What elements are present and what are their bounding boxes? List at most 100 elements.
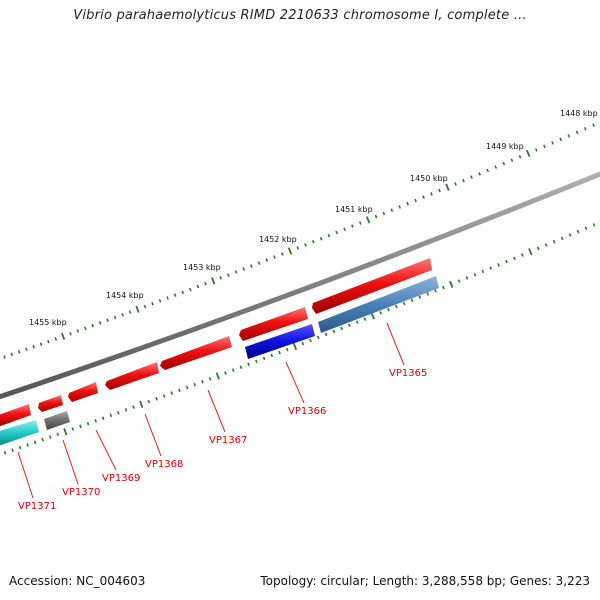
topology-summary: Topology: circular; Length: 3,288,558 bp… xyxy=(260,574,590,588)
ruler-tick xyxy=(255,359,258,364)
ruler-tick xyxy=(379,311,382,315)
gene-vp1370-forward[interactable] xyxy=(38,395,63,412)
ruler-tick xyxy=(178,388,181,393)
gene-vp1365-reverse[interactable] xyxy=(318,276,439,333)
ruler-tick xyxy=(56,432,60,437)
ruler-tick xyxy=(309,338,312,343)
ruler-tick xyxy=(449,280,454,288)
gene-vp1371-reverse[interactable] xyxy=(0,420,39,446)
ruler-tick xyxy=(521,253,524,257)
gene-vp1367-forward[interactable] xyxy=(160,336,232,370)
gene-vp1368-forward[interactable] xyxy=(105,362,159,390)
gene-vp1366-reverse[interactable] xyxy=(245,324,315,359)
leader-line xyxy=(386,322,405,366)
gene-label-leaders xyxy=(17,322,405,499)
ruler-tick-label: 1448 kbp xyxy=(560,109,598,118)
ruler-tick xyxy=(162,394,166,398)
ruler-tick xyxy=(54,337,58,341)
ruler-tick xyxy=(208,377,212,381)
ruler-tick xyxy=(106,318,109,322)
ruler-tick xyxy=(363,317,367,321)
ruler-tick xyxy=(76,329,80,333)
ruler-tick xyxy=(374,214,378,219)
gene-vp1365-forward[interactable] xyxy=(312,258,432,314)
ruler-tick xyxy=(513,256,516,261)
ruler-labels: 1448 kbp 1449 kbp 1450 kbp 1451 kbp 1452… xyxy=(29,109,598,327)
gene-label-vp1371[interactable]: VP1371 xyxy=(18,501,56,512)
ruler-tick xyxy=(340,326,343,331)
ruler-tick-label: 1453 kbp xyxy=(183,263,221,272)
ruler-tick xyxy=(113,315,117,320)
gene-label-vp1370[interactable]: VP1370 xyxy=(62,487,100,498)
ruler-tick xyxy=(101,416,105,420)
ruler-tick xyxy=(17,350,21,354)
ruler-tick xyxy=(351,224,354,228)
ruler-tick xyxy=(481,269,485,274)
ruler-tick xyxy=(231,368,235,372)
ruler-tick xyxy=(128,310,132,314)
ruler-tick xyxy=(434,289,437,293)
ruler-tick xyxy=(358,221,362,225)
gene-label-vp1366[interactable]: VP1366 xyxy=(288,406,326,417)
ruler-tick xyxy=(592,223,596,227)
ruler-tick xyxy=(155,397,158,401)
ruler-tick xyxy=(311,240,315,244)
ruler-tick-label: 1451 kbp xyxy=(335,205,373,214)
ruler-tick xyxy=(438,188,441,193)
ruler-tick xyxy=(584,226,588,231)
gene-vp1369-forward[interactable] xyxy=(68,382,98,402)
ruler-tick xyxy=(234,270,238,274)
ruler-tick xyxy=(536,246,540,251)
ruler-tick xyxy=(25,347,28,352)
ruler-tick xyxy=(265,258,269,262)
ruler-tick xyxy=(551,141,554,145)
gene-vp1370-reverse[interactable] xyxy=(44,411,70,430)
ruler-tick xyxy=(324,332,328,337)
leader-line xyxy=(95,429,117,471)
gene-vp1366-forward[interactable] xyxy=(239,307,308,341)
ruler-tick xyxy=(387,307,390,312)
ruler-tick xyxy=(502,161,506,166)
ruler-tick xyxy=(247,362,250,367)
ruler-tick xyxy=(139,400,144,409)
reverse-strand-genes xyxy=(0,276,439,446)
ruler-tick xyxy=(257,261,261,265)
ruler-tick xyxy=(227,273,230,277)
ruler-tick xyxy=(335,230,339,235)
ruler-tick xyxy=(278,350,281,355)
ruler-tick xyxy=(525,149,531,157)
ruler-tick xyxy=(528,248,533,256)
ruler-tick xyxy=(32,344,36,349)
ruler-tick xyxy=(280,252,284,256)
ruler-tick-label: 1454 kbp xyxy=(106,291,144,300)
gene-label-vp1368[interactable]: VP1368 xyxy=(145,459,183,470)
gene-label-vp1367[interactable]: VP1367 xyxy=(209,435,247,446)
gene-label-vp1365[interactable]: VP1365 xyxy=(389,368,427,379)
gene-vp1371-forward[interactable] xyxy=(0,404,31,427)
ruler-tick xyxy=(398,205,402,209)
ruler-tick xyxy=(69,331,72,336)
ruler-tick xyxy=(470,175,473,180)
leader-line xyxy=(285,361,305,404)
ruler-tick xyxy=(497,263,500,267)
ruler-tick xyxy=(121,313,124,317)
ruler-tick xyxy=(117,410,120,415)
gene-label-vp1369[interactable]: VP1369 xyxy=(102,473,140,484)
ruler-tick xyxy=(41,437,44,442)
ruler-tick xyxy=(462,178,465,183)
ruler-tick xyxy=(382,211,386,216)
ruler-tick xyxy=(215,372,220,380)
ruler-tick xyxy=(219,276,223,280)
ruler-tick xyxy=(61,332,66,340)
ruler-tick xyxy=(188,287,192,292)
ruler-tick xyxy=(48,435,52,439)
ruler-tick xyxy=(84,326,87,331)
ruler-tick xyxy=(147,399,151,404)
ruler-tick xyxy=(327,233,331,238)
ruler-tick xyxy=(47,339,50,344)
leader-line xyxy=(207,389,226,433)
ruler-tick xyxy=(473,272,477,277)
ruler-tick xyxy=(185,385,189,390)
